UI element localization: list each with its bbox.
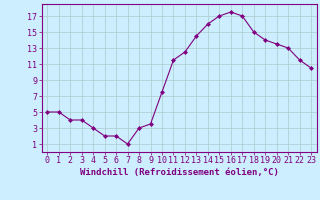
- X-axis label: Windchill (Refroidissement éolien,°C): Windchill (Refroidissement éolien,°C): [80, 168, 279, 177]
